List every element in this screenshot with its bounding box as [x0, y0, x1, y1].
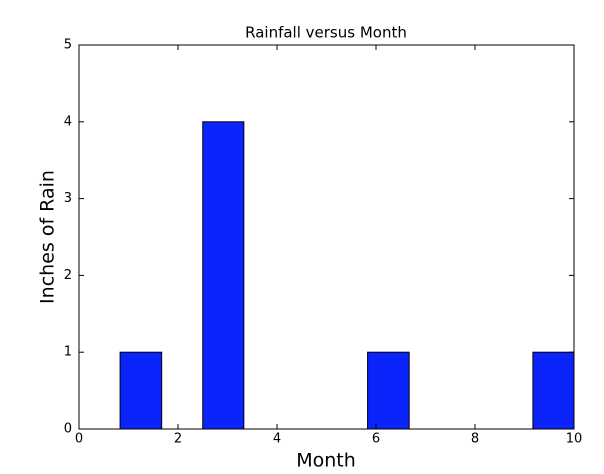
x-axis-label: Month — [296, 450, 356, 472]
bar — [532, 351, 575, 430]
y-tick-label: 3 — [64, 191, 72, 206]
x-tick-label: 0 — [75, 432, 83, 447]
x-tick-label: 2 — [174, 432, 182, 447]
bar — [202, 121, 245, 430]
y-axis-label: Inches of Rain — [37, 170, 59, 304]
x-tick-label: 8 — [471, 432, 479, 447]
x-tick-label: 10 — [566, 432, 583, 447]
y-tick-label: 1 — [64, 345, 72, 360]
plot-frame — [78, 44, 575, 430]
bar — [119, 351, 163, 430]
y-tick-label: 0 — [64, 422, 72, 437]
y-tick-label: 2 — [64, 268, 72, 283]
x-tick-label: 4 — [273, 432, 281, 447]
y-tick-label: 5 — [64, 38, 72, 53]
chart-title: Rainfall versus Month — [245, 24, 407, 42]
x-tick-label: 6 — [372, 432, 380, 447]
y-tick-label: 4 — [64, 114, 72, 129]
bar — [367, 351, 410, 430]
